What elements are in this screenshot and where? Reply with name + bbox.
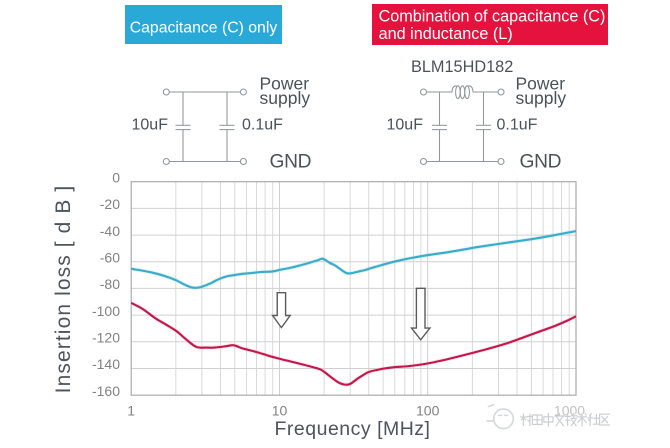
svg-text:-140: -140 bbox=[92, 356, 120, 372]
svg-text:1: 1 bbox=[127, 402, 135, 418]
svg-text:-20: -20 bbox=[100, 196, 120, 212]
svg-text:-40: -40 bbox=[100, 223, 120, 239]
svg-text:BLM15HD182: BLM15HD182 bbox=[411, 58, 513, 76]
svg-text:and inductance (L): and inductance (L) bbox=[379, 25, 513, 43]
svg-text:Capacitance (C) only: Capacitance (C) only bbox=[130, 19, 278, 36]
svg-text:10: 10 bbox=[272, 402, 288, 418]
svg-text:10uF: 10uF bbox=[387, 116, 424, 133]
svg-text:0: 0 bbox=[112, 169, 120, 185]
svg-text:supply: supply bbox=[516, 88, 567, 108]
svg-text:100: 100 bbox=[416, 402, 440, 418]
svg-text:Combination of capacitance (C): Combination of capacitance (C) bbox=[379, 8, 606, 26]
svg-text:GND: GND bbox=[520, 152, 562, 173]
svg-text:GND: GND bbox=[270, 152, 312, 173]
svg-text:Power: Power bbox=[260, 74, 310, 94]
svg-text:-60: -60 bbox=[100, 250, 120, 266]
svg-text:0.1uF: 0.1uF bbox=[497, 116, 538, 133]
svg-text:-80: -80 bbox=[100, 276, 120, 292]
svg-text:supply: supply bbox=[260, 88, 311, 108]
svg-text:Frequency [MHz]: Frequency [MHz] bbox=[275, 418, 431, 440]
svg-text:Power: Power bbox=[516, 74, 566, 94]
svg-text:-160: -160 bbox=[92, 383, 120, 399]
svg-text:-100: -100 bbox=[92, 303, 120, 319]
svg-text:0.1uF: 0.1uF bbox=[242, 116, 283, 133]
svg-text:-120: -120 bbox=[92, 330, 120, 346]
svg-text:10uF: 10uF bbox=[132, 116, 169, 133]
svg-text:Insertion loss [ d B ]: Insertion loss [ d B ] bbox=[52, 185, 75, 394]
